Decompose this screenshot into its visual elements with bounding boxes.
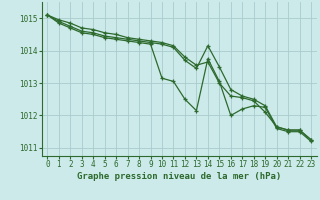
X-axis label: Graphe pression niveau de la mer (hPa): Graphe pression niveau de la mer (hPa) (77, 172, 281, 181)
